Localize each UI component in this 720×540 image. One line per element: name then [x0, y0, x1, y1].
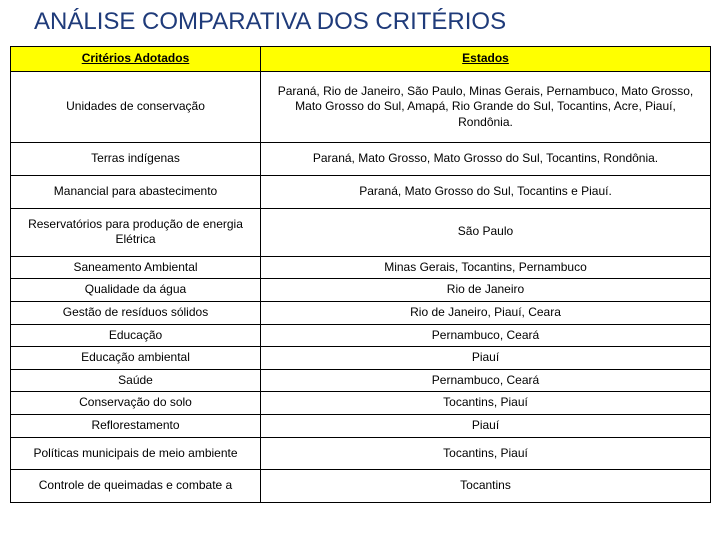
cell-estados: Rio de Janeiro — [261, 279, 711, 302]
col-header-estados: Estados — [261, 47, 711, 72]
table-row: SaúdePernambuco, Ceará — [11, 369, 711, 392]
table-row: Manancial para abastecimentoParaná, Mato… — [11, 175, 711, 208]
table-body: Unidades de conservaçãoParaná, Rio de Ja… — [11, 71, 711, 502]
cell-estados: Paraná, Rio de Janeiro, São Paulo, Minas… — [261, 71, 711, 143]
cell-criterio: Controle de queimadas e combate a — [11, 470, 261, 503]
cell-estados: Tocantins — [261, 470, 711, 503]
cell-criterio: Saneamento Ambiental — [11, 256, 261, 279]
cell-criterio: Unidades de conservação — [11, 71, 261, 143]
table-row: Educação ambientalPiauí — [11, 347, 711, 370]
cell-criterio: Reflorestamento — [11, 414, 261, 437]
cell-criterio: Educação — [11, 324, 261, 347]
table-row: EducaçãoPernambuco, Ceará — [11, 324, 711, 347]
table-row: Qualidade da águaRio de Janeiro — [11, 279, 711, 302]
table-row: Conservação do soloTocantins, Piauí — [11, 392, 711, 415]
cell-estados: Paraná, Mato Grosso do Sul, Tocantins e … — [261, 175, 711, 208]
table-row: Terras indígenasParaná, Mato Grosso, Mat… — [11, 143, 711, 176]
table-row: Reservatórios para produção de energia E… — [11, 208, 711, 256]
cell-criterio: Qualidade da água — [11, 279, 261, 302]
cell-criterio: Educação ambiental — [11, 347, 261, 370]
cell-estados: São Paulo — [261, 208, 711, 256]
cell-criterio: Gestão de resíduos sólidos — [11, 301, 261, 324]
table-row: ReflorestamentoPiauí — [11, 414, 711, 437]
table-row: Políticas municipais de meio ambienteToc… — [11, 437, 711, 470]
cell-estados: Piauí — [261, 347, 711, 370]
cell-criterio: Políticas municipais de meio ambiente — [11, 437, 261, 470]
table-header-row: Critérios Adotados Estados — [11, 47, 711, 72]
cell-estados: Tocantins, Piauí — [261, 437, 711, 470]
cell-estados: Pernambuco, Ceará — [261, 369, 711, 392]
cell-estados: Paraná, Mato Grosso, Mato Grosso do Sul,… — [261, 143, 711, 176]
cell-criterio: Terras indígenas — [11, 143, 261, 176]
table-row: Gestão de resíduos sólidosRio de Janeiro… — [11, 301, 711, 324]
cell-criterio: Saúde — [11, 369, 261, 392]
col-header-criterios: Critérios Adotados — [11, 47, 261, 72]
cell-estados: Tocantins, Piauí — [261, 392, 711, 415]
table-row: Controle de queimadas e combate aTocanti… — [11, 470, 711, 503]
cell-criterio: Reservatórios para produção de energia E… — [11, 208, 261, 256]
table-row: Unidades de conservaçãoParaná, Rio de Ja… — [11, 71, 711, 143]
cell-estados: Piauí — [261, 414, 711, 437]
cell-criterio: Manancial para abastecimento — [11, 175, 261, 208]
criteria-table: Critérios Adotados Estados Unidades de c… — [10, 46, 711, 503]
table-row: Saneamento AmbientalMinas Gerais, Tocant… — [11, 256, 711, 279]
page-title: ANÁLISE COMPARATIVA DOS CRITÉRIOS — [0, 0, 720, 46]
cell-estados: Minas Gerais, Tocantins, Pernambuco — [261, 256, 711, 279]
cell-estados: Pernambuco, Ceará — [261, 324, 711, 347]
cell-estados: Rio de Janeiro, Piauí, Ceara — [261, 301, 711, 324]
cell-criterio: Conservação do solo — [11, 392, 261, 415]
